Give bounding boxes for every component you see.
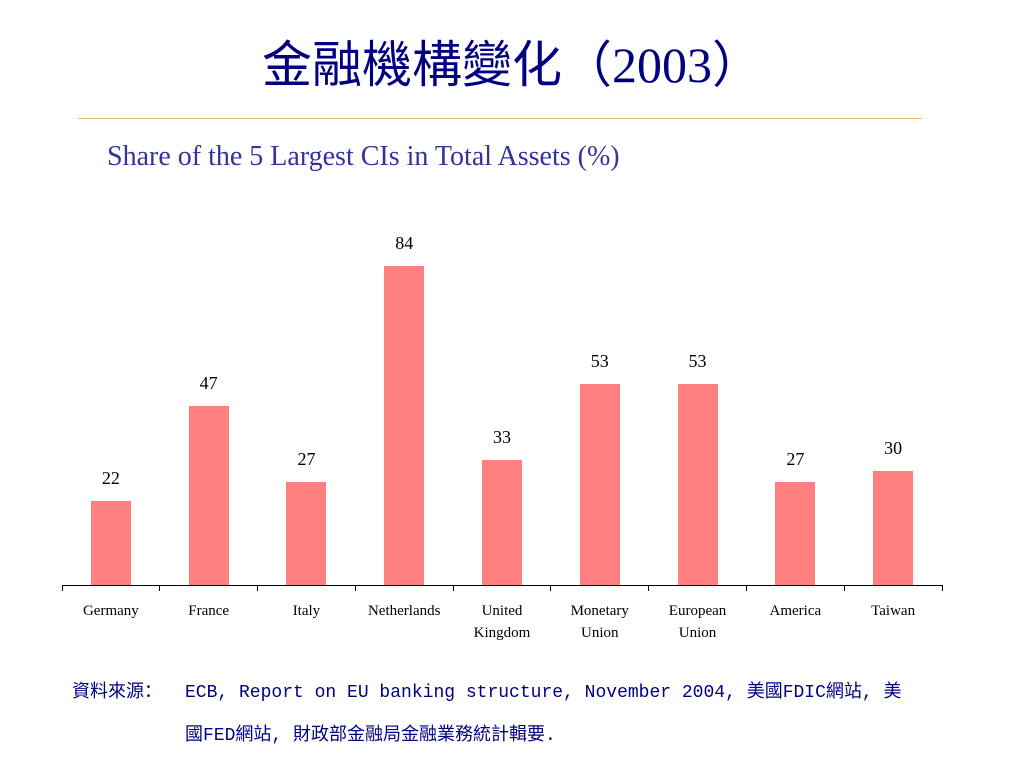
bar-america: [775, 482, 816, 585]
category-label-netherlands: Netherlands: [367, 603, 441, 619]
category-label-italy: Italy: [292, 603, 321, 619]
value-label-france: 47: [199, 373, 218, 394]
category-label-france: France: [188, 603, 230, 619]
x-axis-tick: [354, 585, 356, 591]
x-axis-line: [62, 585, 942, 586]
source-note: 資料來源： ECB, Report on EU banking structur…: [72, 672, 902, 758]
source-line: 國FED網站, 財政部金融局金融業務統計輯要.: [185, 726, 556, 746]
bar-monetary-union: [579, 383, 620, 585]
category-label-united-kingdom: United Kingdom: [473, 603, 531, 641]
value-label-germany: 22: [101, 468, 120, 489]
bar-taiwan: [873, 471, 914, 585]
x-axis-tick: [61, 585, 63, 591]
bar-france: [188, 406, 229, 585]
bar-italy: [286, 482, 327, 585]
slide-title: 金融機構變化（2003）: [262, 37, 762, 93]
value-label-united-kingdom: 33: [493, 426, 511, 447]
bar-germany: [90, 501, 131, 585]
x-axis-tick: [941, 585, 943, 591]
bar-chart: 22 Germany 47 France 27 Italy 84 Netherlands 33 U…: [0, 220, 1024, 660]
value-label-america: 27: [786, 449, 805, 470]
source-line: ECB, Report on EU banking structure, Nov…: [185, 683, 902, 703]
source-label: 資料來源：: [72, 683, 162, 703]
x-axis-tick: [159, 585, 161, 591]
bar-european-union: [677, 383, 718, 585]
x-axis-tick: [452, 585, 454, 591]
category-label-european-union: European Union: [668, 603, 727, 641]
chart-title: Share of the 5 Largest CIs in Total Asse…: [107, 141, 620, 172]
value-label-netherlands: 84: [395, 232, 414, 253]
value-label-italy: 27: [297, 449, 316, 470]
category-label-america: America: [769, 603, 822, 619]
x-axis-tick: [550, 585, 552, 591]
x-axis-tick: [257, 585, 259, 591]
title-divider: [78, 118, 922, 119]
value-label-european-union: 53: [688, 350, 707, 371]
bar-netherlands: [384, 265, 425, 585]
category-label-monetary-union: Monetary Union: [570, 603, 629, 641]
value-label-taiwan: 30: [884, 438, 903, 458]
value-label-monetary-union: 53: [590, 350, 609, 371]
category-label-germany: Germany: [82, 603, 139, 619]
x-axis-tick: [745, 585, 747, 591]
x-axis-tick: [648, 585, 650, 591]
source-text: ECB, Report on EU banking structure, Nov…: [185, 672, 902, 758]
category-label-taiwan: Taiwan: [871, 603, 916, 619]
bar-united-kingdom: [482, 459, 522, 585]
x-axis-tick: [843, 585, 845, 591]
